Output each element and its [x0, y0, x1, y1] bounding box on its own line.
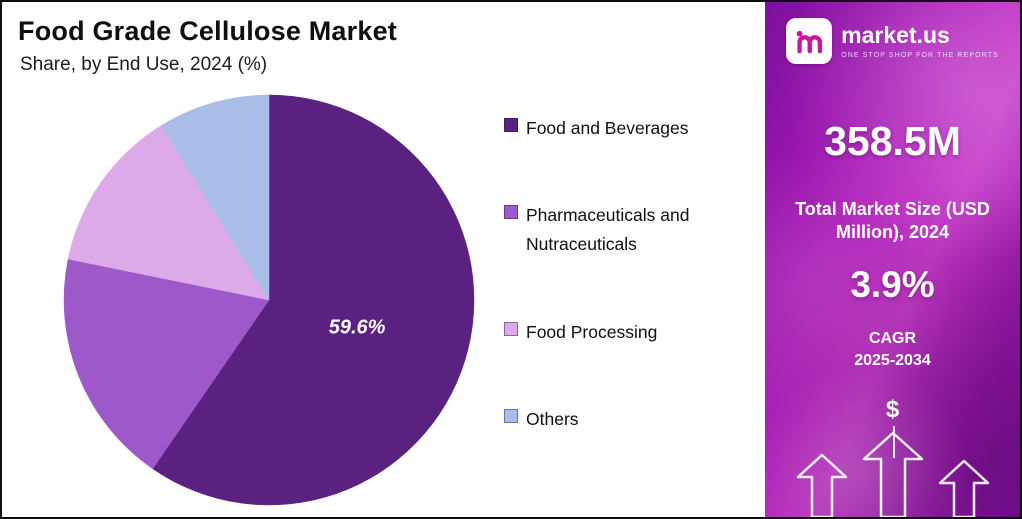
legend-swatch-food-processing [504, 321, 518, 336]
legend-swatch-others [504, 409, 518, 424]
pie-chart: 59.6% [63, 94, 475, 506]
brand-name: market.us [841, 22, 950, 49]
pie-slice-0 [152, 94, 475, 506]
legend: Food and Beverages Pharmaceuticals and N… [504, 114, 762, 434]
up-arrow-icon [796, 453, 847, 517]
legend-item-food-and-beverages: Food and Beverages [504, 114, 762, 143]
cagr-value: 3.9% [850, 264, 935, 305]
pie-slice-3 [160, 94, 270, 301]
cagr-label: CAGR [868, 330, 917, 347]
up-arrow-icon [862, 431, 923, 517]
legend-label: Food and Beverages [526, 118, 689, 138]
legend-swatch-food-and-beverages [504, 118, 518, 132]
market-size-value: 358.5M [824, 118, 961, 164]
chart-panel: Food Grade Cellulose Market Share, by En… [2, 2, 765, 517]
up-arrow-icon [938, 459, 989, 517]
cagr-period: 2025-2034 [854, 352, 931, 369]
brand-tagline: ONE STOP SHOP FOR THE REPORTS [841, 51, 999, 59]
logo-mark-icon [796, 30, 823, 54]
brand-text: market.us ONE STOP SHOP FOR THE REPORTS [841, 22, 999, 59]
market-size-label: Total Market Size (USD Million), 2024 [795, 199, 990, 242]
legend-item-others: Others [504, 405, 762, 434]
legend-label: Food Processing [526, 321, 658, 342]
pie-slice-1 [63, 258, 270, 470]
legend-item-food-processing: Food Processing [504, 318, 762, 347]
legend-item-pharmaceuticals: Pharmaceuticals and Nutraceuticals [504, 201, 762, 259]
dollar-icon: $ [885, 396, 900, 423]
dollar-line [892, 426, 895, 458]
legend-swatch-pharmaceuticals [504, 205, 518, 220]
sidebar: market.us ONE STOP SHOP FOR THE REPORTS … [765, 2, 1020, 517]
growth-arrows-icon [765, 427, 1020, 517]
brand: market.us ONE STOP SHOP FOR THE REPORTS [765, 18, 1020, 64]
chart-title: Food Grade Cellulose Market [18, 16, 397, 46]
marketus-logo-icon [786, 18, 833, 64]
legend-label: Others [526, 409, 579, 430]
chart-subtitle: Share, by End Use, 2024 (%) [20, 54, 268, 75]
legend-label: Pharmaceuticals and Nutraceuticals [526, 205, 690, 255]
pie-slice-value-label: 59.6% [329, 316, 386, 338]
pie-slice-2 [67, 125, 270, 301]
